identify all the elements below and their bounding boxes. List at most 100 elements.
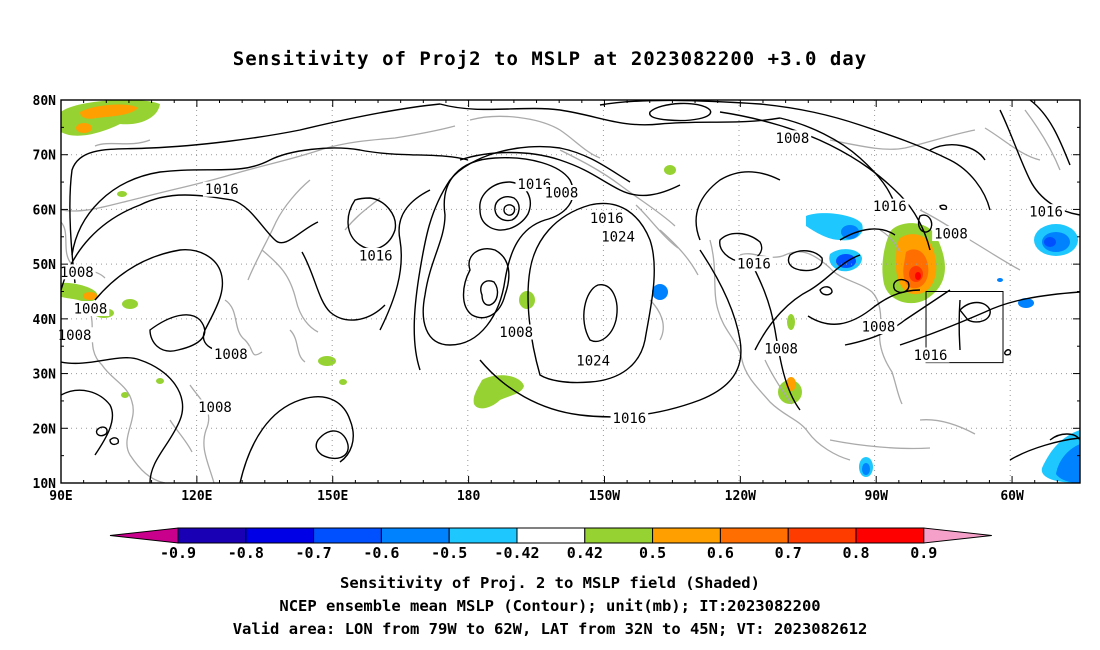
lon-label: 150W — [589, 489, 620, 504]
contour-label: 1008 — [776, 131, 810, 147]
shade-green-6 — [156, 378, 164, 384]
contour-label-bg — [1027, 204, 1065, 220]
shade-green-2 — [122, 299, 138, 309]
colorbar-upper-extend — [923, 527, 992, 544]
contour-label: 1008 — [545, 186, 579, 202]
colorbar: -0.9 -0.8 -0.7 -0.6 -0.5 -0.42 0.42 0.5 0.6 0.7 0.… — [109, 527, 992, 562]
contour-label-bg — [859, 319, 898, 335]
contour-label: 1016 — [914, 348, 948, 364]
colorbar-label: -0.5 — [431, 544, 467, 562]
lat-label: 40N — [33, 313, 57, 328]
contour-label-bg — [196, 399, 234, 415]
contour-label: 1008 — [934, 227, 968, 243]
contour-label-bg — [932, 226, 970, 242]
contour-label-bg — [202, 181, 241, 197]
footer-contour-caption: NCEP ensemble mean MSLP (Contour); unit(… — [279, 597, 821, 615]
axis-labels: 90E 120E 150E 180 150W 120W 90W 60W 80N 70N 60N 50N… — [33, 94, 1024, 504]
shade-blue-3 — [862, 463, 870, 475]
contour-label: 1024 — [576, 353, 610, 369]
shade-orange-arctic — [80, 104, 138, 119]
contour-label-bg — [55, 327, 94, 343]
shade-green-pacific — [473, 375, 524, 409]
colorbar-label: 0.42 — [567, 544, 603, 562]
contour-label: 1008 — [74, 302, 108, 318]
coastlines — [61, 109, 1061, 483]
shade-orange-europe — [83, 292, 97, 300]
contour-label: 1016 — [737, 257, 771, 273]
contour-label-bg — [911, 347, 950, 363]
contour-label-bg — [587, 210, 626, 226]
contour-label-bg — [58, 264, 96, 280]
shade-blue-hudson — [836, 254, 856, 268]
colorbar-swatch — [652, 527, 721, 544]
colorbar-swatch — [245, 527, 315, 544]
sensitivity-shading — [61, 100, 1080, 483]
shade-blue-4 — [1018, 298, 1034, 308]
contour-label-bg — [773, 130, 812, 146]
shade-darkblue-atlantic — [1044, 237, 1056, 247]
colorbar-swatch — [313, 527, 382, 544]
footer-valid-area-caption: Valid area: LON from 79W to 62W, LAT fro… — [232, 620, 868, 638]
contour-label: 1008 — [58, 328, 92, 344]
valid-area-box — [925, 291, 1004, 364]
contour-label-bg — [735, 256, 773, 272]
lon-label: 90E — [49, 489, 72, 504]
lat-label: 80N — [33, 94, 57, 109]
lon-label: 150E — [317, 489, 348, 504]
colorbar-label: -0.9 — [160, 544, 196, 562]
contour-label: 1016 — [1029, 205, 1063, 221]
contour-label-bg — [212, 346, 250, 362]
axis-ticks — [60, 99, 1080, 484]
contour-label-bg — [356, 247, 395, 263]
contour-label-bg — [574, 352, 612, 368]
colorbar-lower-extend — [109, 527, 179, 544]
contour-label-bg — [870, 198, 909, 214]
shade-darkred-east — [915, 272, 921, 280]
contour-label: 1016 — [205, 182, 239, 198]
colorbar-label: 0.8 — [842, 544, 869, 562]
shade-green-1 — [117, 191, 127, 197]
lat-label: 10N — [33, 477, 57, 492]
colorbar-label: 0.6 — [707, 544, 734, 562]
contour-label-bg — [497, 324, 535, 340]
contour-labels: 1016 1016 1008 1016 1024 1008 1016 1008 1008 1008… — [55, 130, 1065, 427]
lon-label: 90W — [864, 489, 888, 504]
colorbar-swatch — [177, 527, 247, 544]
colorbar-label: 0.5 — [639, 544, 666, 562]
contour-label-bg — [71, 301, 110, 317]
lat-label: 50N — [33, 258, 57, 273]
plot-title: Sensitivity of Proj2 to MSLP at 20230822… — [232, 48, 868, 70]
lon-label: 60W — [1000, 489, 1024, 504]
lat-label: 30N — [33, 368, 57, 383]
colorbar-swatch — [719, 527, 789, 544]
lat-label: 70N — [33, 149, 57, 164]
shade-blue-5 — [997, 278, 1003, 282]
shade-green-4 — [318, 356, 336, 366]
contour-label: 1008 — [214, 347, 248, 363]
contour-label: 1008 — [499, 325, 533, 341]
shade-green-8 — [519, 291, 535, 309]
lon-label: 180 — [457, 489, 481, 504]
contour-label: 1024 — [601, 229, 635, 245]
contour-label: 1016 — [359, 248, 393, 264]
colorbar-label: -0.42 — [494, 544, 539, 562]
contour-label: 1008 — [764, 341, 798, 357]
contour-label: 1016 — [590, 211, 624, 227]
shade-green-11 — [787, 314, 795, 330]
footer-shaded-caption: Sensitivity of Proj. 2 to MSLP field (Sh… — [340, 574, 760, 592]
colorbar-swatch — [448, 527, 518, 544]
shade-blue-1 — [652, 284, 668, 300]
colorbar-swatch — [787, 527, 857, 544]
contour-label: 1016 — [873, 199, 907, 215]
contour-label: 1008 — [60, 265, 94, 281]
colorbar-swatch — [380, 527, 450, 544]
shade-blue-tropics — [1056, 444, 1080, 483]
colorbar-label: -0.8 — [228, 544, 264, 562]
contour-label-bg — [542, 185, 581, 201]
colorbar-label: -0.7 — [296, 544, 332, 562]
shade-orange-arctic-2 — [76, 123, 92, 133]
contour-label: 1016 — [613, 411, 647, 427]
lon-label: 120E — [181, 489, 212, 504]
colorbar-label: -0.6 — [363, 544, 399, 562]
